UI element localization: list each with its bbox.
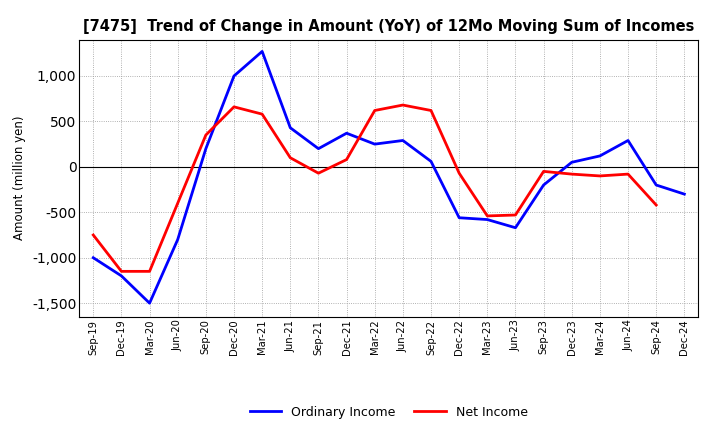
Net Income: [117, 269, 126, 274]
Net Income: [286, 155, 294, 161]
Ordinary Income: [370, 142, 379, 147]
Net Income: [89, 232, 98, 238]
Ordinary Income: [117, 273, 126, 279]
Net Income: [652, 202, 660, 208]
Ordinary Income: [174, 237, 182, 242]
Line: Ordinary Income: Ordinary Income: [94, 51, 684, 303]
Ordinary Income: [399, 138, 408, 143]
Net Income: [455, 171, 464, 176]
Net Income: [145, 269, 154, 274]
Legend: Ordinary Income, Net Income: Ordinary Income, Net Income: [245, 401, 533, 424]
Ordinary Income: [89, 255, 98, 260]
Ordinary Income: [455, 215, 464, 220]
Net Income: [595, 173, 604, 179]
Net Income: [399, 103, 408, 108]
Ordinary Income: [624, 138, 632, 143]
Ordinary Income: [286, 125, 294, 130]
Ordinary Income: [511, 225, 520, 231]
Net Income: [258, 111, 266, 117]
Ordinary Income: [483, 217, 492, 222]
Ordinary Income: [230, 73, 238, 79]
Net Income: [427, 108, 436, 113]
Ordinary Income: [595, 153, 604, 158]
Ordinary Income: [258, 49, 266, 54]
Net Income: [483, 213, 492, 219]
Net Income: [314, 171, 323, 176]
Y-axis label: Amount (million yen): Amount (million yen): [14, 116, 27, 240]
Net Income: [342, 157, 351, 162]
Net Income: [230, 104, 238, 110]
Net Income: [624, 172, 632, 177]
Net Income: [370, 108, 379, 113]
Ordinary Income: [652, 182, 660, 187]
Ordinary Income: [314, 146, 323, 151]
Ordinary Income: [145, 301, 154, 306]
Net Income: [511, 213, 520, 218]
Title: [7475]  Trend of Change in Amount (YoY) of 12Mo Moving Sum of Incomes: [7475] Trend of Change in Amount (YoY) o…: [83, 19, 695, 34]
Ordinary Income: [427, 159, 436, 164]
Line: Net Income: Net Income: [94, 105, 656, 271]
Net Income: [202, 132, 210, 138]
Net Income: [174, 201, 182, 206]
Ordinary Income: [567, 160, 576, 165]
Ordinary Income: [342, 131, 351, 136]
Net Income: [539, 169, 548, 174]
Ordinary Income: [202, 146, 210, 151]
Ordinary Income: [539, 182, 548, 187]
Net Income: [567, 172, 576, 177]
Ordinary Income: [680, 191, 688, 197]
